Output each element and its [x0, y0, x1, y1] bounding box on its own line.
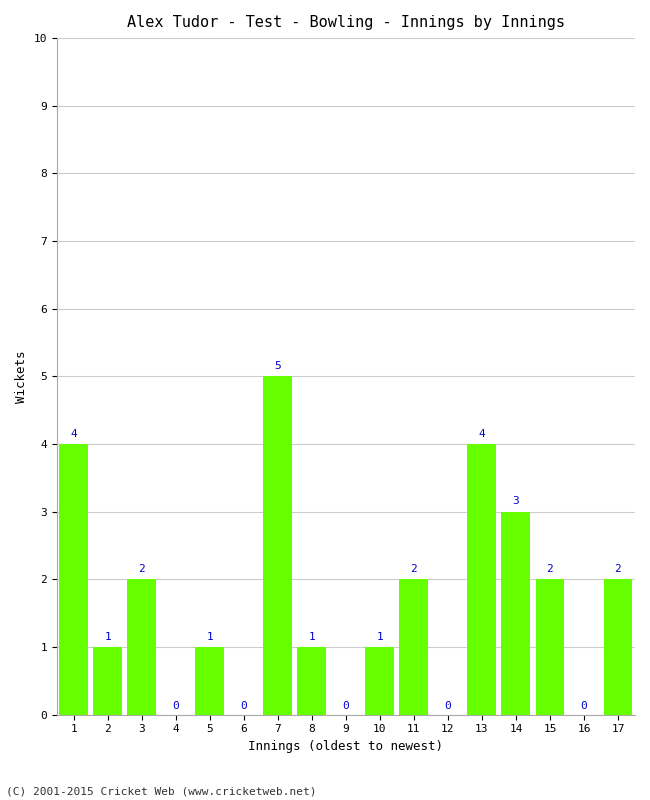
- Bar: [196, 647, 224, 714]
- Title: Alex Tudor - Test - Bowling - Innings by Innings: Alex Tudor - Test - Bowling - Innings by…: [127, 15, 565, 30]
- Bar: [298, 647, 326, 714]
- Text: 4: 4: [478, 429, 486, 438]
- Bar: [400, 579, 428, 714]
- Text: 2: 2: [615, 564, 621, 574]
- Text: 1: 1: [207, 632, 213, 642]
- Text: 0: 0: [580, 702, 588, 711]
- Text: 1: 1: [376, 632, 384, 642]
- Bar: [604, 579, 632, 714]
- Text: 2: 2: [138, 564, 145, 574]
- Text: (C) 2001-2015 Cricket Web (www.cricketweb.net): (C) 2001-2015 Cricket Web (www.cricketwe…: [6, 786, 317, 796]
- Bar: [94, 647, 122, 714]
- X-axis label: Innings (oldest to newest): Innings (oldest to newest): [248, 740, 443, 753]
- Text: 3: 3: [513, 496, 519, 506]
- Bar: [502, 512, 530, 714]
- Text: 0: 0: [343, 702, 349, 711]
- Text: 2: 2: [547, 564, 553, 574]
- Bar: [59, 444, 88, 714]
- Bar: [365, 647, 395, 714]
- Text: 2: 2: [411, 564, 417, 574]
- Bar: [467, 444, 497, 714]
- Text: 1: 1: [105, 632, 111, 642]
- Text: 0: 0: [445, 702, 451, 711]
- Text: 0: 0: [172, 702, 179, 711]
- Text: 4: 4: [70, 429, 77, 438]
- Bar: [536, 579, 564, 714]
- Y-axis label: Wickets: Wickets: [15, 350, 28, 402]
- Text: 1: 1: [309, 632, 315, 642]
- Bar: [127, 579, 156, 714]
- Text: 0: 0: [240, 702, 247, 711]
- Text: 5: 5: [274, 361, 281, 371]
- Bar: [263, 377, 292, 714]
